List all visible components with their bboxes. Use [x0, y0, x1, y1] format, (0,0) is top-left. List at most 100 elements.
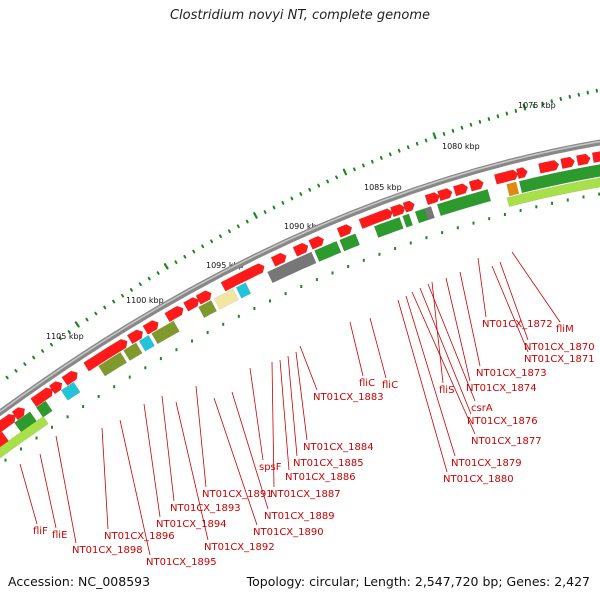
gene-leader-line	[369, 317, 387, 379]
forward-gene	[83, 338, 128, 372]
scale-minor-tick	[129, 288, 133, 292]
scale-minor-tick	[49, 342, 54, 347]
gene-leader-line	[143, 403, 161, 518]
scale-minor-tick	[85, 317, 89, 322]
inner-feature	[506, 177, 600, 207]
scale-minor-tick	[174, 260, 178, 264]
scale-minor-tick	[388, 152, 392, 157]
gene-leader-line	[175, 401, 209, 541]
reverse-feature	[60, 381, 81, 401]
scale-minor-tick	[103, 305, 107, 310]
gene-leader-line	[459, 271, 481, 367]
scale-minor-tick	[335, 175, 338, 180]
inner-feature	[0, 416, 49, 459]
scale-minor-tick	[67, 330, 71, 334]
forward-gene	[220, 263, 265, 292]
scale-minor-tick	[299, 192, 303, 196]
forward-gene	[560, 156, 576, 169]
scale-label: 1095 kbp	[206, 261, 244, 270]
gene-label: fliM	[556, 324, 574, 335]
reverse-feature	[213, 288, 239, 310]
forward-gene	[270, 252, 287, 267]
gene-leader-line	[39, 453, 57, 529]
forward-gene	[142, 320, 159, 335]
gene-label: NT01CX_1886	[285, 472, 356, 483]
scale-minor-tick	[147, 276, 151, 281]
forward-gene	[576, 153, 591, 166]
gene-label: NT01CX_1876	[467, 416, 538, 427]
scale-minor-tick	[469, 122, 473, 127]
scale-minor-tick	[308, 187, 312, 192]
reverse-feature	[267, 251, 317, 284]
scale-minor-tick	[415, 141, 419, 146]
scale-minor-tick	[218, 234, 222, 239]
reverse-feature	[314, 240, 342, 262]
gene-label: NT01CX_1896	[104, 531, 175, 542]
scale-minor-tick	[5, 375, 9, 380]
genome-summary-text: Topology: circular; Length: 2,547,720 bp…	[246, 574, 590, 589]
scale-minor-tick	[112, 299, 116, 304]
gene-leader-line	[161, 395, 175, 502]
gene-label: fliF	[33, 526, 48, 537]
scale-minor-tick	[23, 362, 27, 366]
gene-label: NT01CX_1873	[476, 368, 547, 379]
scale-minor-tick	[58, 336, 62, 341]
forward-gene	[493, 169, 519, 185]
gene-leader-line	[55, 435, 77, 544]
scale-minor-tick	[478, 119, 482, 124]
scale-minor-tick	[353, 167, 356, 172]
gene-leader-line	[477, 257, 487, 318]
scale-minor-tick	[138, 282, 142, 287]
scale-minor-tick	[263, 210, 267, 214]
reverse-feature	[339, 233, 361, 252]
scale-minor-tick	[227, 229, 231, 234]
scale-minor-tick	[505, 111, 509, 116]
scale-minor-tick	[201, 244, 205, 249]
forward-gene	[516, 167, 528, 180]
reverse-feature	[35, 400, 53, 418]
forward-gene	[308, 235, 325, 250]
gene-label: NT01CX_1883	[313, 392, 384, 403]
gene-label: NT01CX_1893	[170, 503, 241, 514]
forward-gene	[437, 188, 453, 202]
reverse-feature	[518, 164, 600, 194]
gene-leader-line	[499, 261, 529, 341]
gene-label: NT01CX_1879	[451, 458, 522, 469]
scale-minor-tick	[120, 293, 125, 298]
gene-leader-line	[231, 391, 269, 510]
reverse-feature	[235, 282, 252, 299]
scale-minor-tick	[362, 163, 365, 168]
scale-minor-tick	[379, 156, 383, 160]
backbone-highlight	[0, 140, 600, 413]
scale-minor-tick	[514, 109, 518, 113]
scale-minor-tick	[532, 103, 536, 108]
gene-label: fliC	[382, 380, 398, 391]
scale-minor-tick	[281, 201, 285, 205]
reverse-feature	[151, 320, 180, 345]
forward-gene	[11, 407, 25, 421]
reverse-feature	[373, 216, 404, 238]
scale-minor-tick	[245, 219, 249, 224]
forward-gene	[30, 387, 53, 408]
gene-label: NT01CX_1887	[270, 489, 341, 500]
gene-leader-line	[511, 251, 561, 323]
scale-label: 1085 kbp	[364, 183, 402, 192]
scale-major-tick	[163, 263, 169, 270]
gene-leader-line	[287, 355, 298, 457]
forward-gene	[292, 242, 309, 257]
forward-gene	[126, 329, 144, 345]
gene-label: NT01CX_1871	[524, 354, 595, 365]
gene-label: NT01CX_1872	[482, 319, 553, 330]
gene-leader-line	[427, 283, 476, 402]
forward-gene	[358, 208, 393, 230]
gene-label: NT01CX_1889	[264, 511, 335, 522]
gene-track	[0, 151, 600, 462]
scale-minor-tick	[370, 159, 374, 164]
forward-gene	[0, 413, 16, 434]
gene-leader-line	[349, 321, 364, 377]
scale-minor-tick	[442, 132, 446, 136]
scale-minor-tick	[290, 196, 294, 201]
scale-label: 1100 kbp	[126, 296, 164, 305]
gene-label: NT01CX_1884	[303, 442, 374, 453]
